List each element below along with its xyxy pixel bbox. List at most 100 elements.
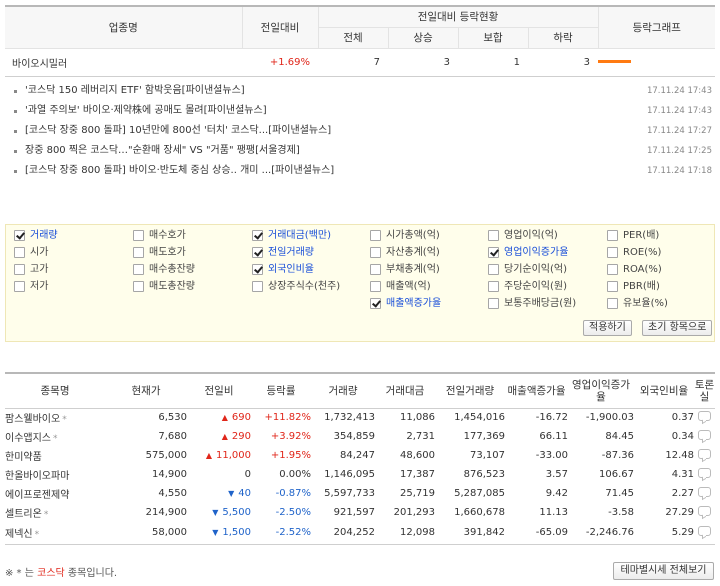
filter-checkbox[interactable] — [14, 281, 25, 292]
filter-checkbox[interactable] — [488, 298, 499, 309]
current-price: 214,900 — [145, 507, 187, 518]
filter-label[interactable]: 시가 — [30, 247, 49, 258]
filter-checkbox[interactable] — [133, 281, 144, 292]
filter-checkbox[interactable] — [607, 298, 618, 309]
news-title-link[interactable]: [코스닥 장중 800 돌파] 바이오·반도체 중심 상승.. 개미 ...[파… — [25, 165, 335, 176]
stock-name-cell: 셀트리온 * — [5, 503, 105, 522]
volume: 354,859 — [333, 431, 375, 442]
filter-checkbox[interactable] — [252, 247, 263, 258]
filter-checkbox[interactable] — [488, 264, 499, 275]
table-row: 제넥신 * 58,000 ▼ 1,500 -2.52% 204,252 12,098 391,8… — [5, 522, 715, 545]
footnote-market: 코스닥 — [37, 568, 65, 579]
stock-name-link[interactable]: 이수앱지스 — [5, 433, 51, 444]
filter-label[interactable]: PBR(배) — [623, 281, 660, 292]
change-rate: +3.92% — [270, 431, 311, 442]
column-header: 전일거래량 — [435, 372, 505, 409]
filter-label[interactable]: 저가 — [30, 281, 49, 292]
filter-label[interactable]: 시가총액(억) — [386, 230, 440, 241]
filter-label[interactable]: 유보율(%) — [623, 298, 668, 309]
filter-checkbox[interactable] — [488, 247, 499, 258]
reset-columns-button[interactable]: 초기 항목으로 — [642, 320, 713, 336]
filter-label[interactable]: 전일거래량 — [268, 247, 314, 258]
table-row: 한올바이오파마 14,900 0 0.00% 1,146,095 17,387 876,52… — [5, 465, 715, 484]
theme-view-all-button[interactable]: 테마별시세 전체보기 — [613, 562, 714, 580]
filter-label[interactable]: 매출액증가율 — [386, 298, 442, 309]
filter-checkbox[interactable] — [370, 298, 381, 309]
column-header: 매출액증가율 — [505, 372, 568, 409]
filter-checkbox[interactable] — [607, 281, 618, 292]
discussion-icon[interactable] — [698, 411, 711, 422]
kosdaq-marker: * — [62, 415, 67, 426]
discussion-icon[interactable] — [698, 526, 711, 537]
discussion-icon[interactable] — [698, 506, 711, 516]
filter-label[interactable]: 매출액(억) — [386, 281, 431, 292]
filter-checkbox[interactable] — [488, 281, 499, 292]
column-header: 거래대금 — [375, 372, 435, 409]
filter-checkbox[interactable] — [370, 264, 381, 275]
filter-label[interactable]: 매수호가 — [149, 230, 186, 241]
filter-label[interactable]: 고가 — [30, 264, 49, 275]
stock-name-link[interactable]: 한미약품 — [5, 452, 42, 463]
change-rate: -2.52% — [251, 522, 311, 545]
filter-label[interactable]: 보통주배당금(원) — [504, 298, 577, 309]
filter-checkbox[interactable] — [133, 264, 144, 275]
discussion-icon[interactable] — [698, 430, 711, 440]
filter-checkbox[interactable] — [133, 247, 144, 258]
filter-label[interactable]: 외국인비율 — [268, 264, 314, 275]
filter-label[interactable]: 주당순이익(원) — [504, 281, 568, 292]
filter-checkbox[interactable] — [14, 230, 25, 241]
filter-label[interactable]: 당기순이익(억) — [504, 264, 568, 275]
filter-checkbox[interactable] — [14, 247, 25, 258]
filter-label[interactable]: 거래대금(백만) — [268, 230, 332, 241]
column-header: 현재가 — [105, 372, 187, 409]
filter-label[interactable]: 영업이익(억) — [504, 230, 558, 241]
news-title-link[interactable]: 장중 800 찍은 코스닥…"순환매 장세" VS "거품" 팽팽[서울경제] — [25, 145, 300, 156]
news-item[interactable]: '과열 주의보' 바이오·제약株에 공매도 몰려[파이낸셜뉴스] 17.11.24… — [14, 101, 712, 121]
stock-name-link[interactable]: 팜스웰바이오 — [5, 414, 61, 426]
discussion-icon[interactable] — [698, 449, 711, 459]
news-item[interactable]: [코스닥 장중 800 돌파] 10년만에 800선 '터치' 코스닥...[파… — [14, 121, 712, 141]
filter-label[interactable]: ROA(%) — [623, 264, 662, 275]
filter-checkbox[interactable] — [252, 230, 263, 241]
discussion-icon[interactable] — [698, 468, 711, 478]
filter-checkbox[interactable] — [607, 230, 618, 241]
filter-label[interactable]: 매수총잔량 — [149, 264, 195, 275]
filter-checkbox[interactable] — [14, 264, 25, 275]
change-rate: 0.00% — [279, 469, 311, 480]
filter-checkbox[interactable] — [252, 264, 263, 275]
stock-name-link[interactable]: 한올바이오파마 — [5, 471, 70, 482]
price-diff-cell: ▲ 690 — [187, 408, 251, 427]
current-price: 14,900 — [152, 469, 187, 480]
news-item[interactable]: '코스닥 150 레버리지 ETF' 함박웃음[파이낸셜뉴스] 17.11.24 … — [14, 81, 712, 101]
news-title-link[interactable]: '과열 주의보' 바이오·제약株에 공매도 몰려[파이낸셜뉴스] — [25, 105, 267, 116]
filter-checkbox[interactable] — [370, 230, 381, 241]
filter-checkbox[interactable] — [607, 264, 618, 275]
filter-checkbox[interactable] — [133, 230, 144, 241]
filter-label[interactable]: 영업이익증가율 — [504, 247, 569, 258]
filter-checkbox[interactable] — [252, 281, 263, 292]
news-item[interactable]: 장중 800 찍은 코스닥…"순환매 장세" VS "거품" 팽팽[서울경제] 1… — [14, 141, 712, 161]
filter-checkbox[interactable] — [488, 230, 499, 241]
filter-label[interactable]: ROE(%) — [623, 247, 662, 258]
news-title-link[interactable]: [코스닥 장중 800 돌파] 10년만에 800선 '터치' 코스닥...[파… — [25, 125, 332, 136]
filter-checkbox[interactable] — [607, 247, 618, 258]
filter-label[interactable]: 매도호가 — [149, 247, 186, 258]
filter-label[interactable]: 상장주식수(천주) — [268, 281, 341, 292]
news-title-link[interactable]: '코스닥 150 레버리지 ETF' 함박웃음[파이낸셜뉴스] — [25, 85, 245, 96]
filter-label[interactable]: 자산총계(억) — [386, 247, 440, 258]
prev-volume: 1,660,678 — [454, 507, 505, 518]
news-item[interactable]: [코스닥 장중 800 돌파] 바이오·반도체 중심 상승.. 개미 ...[파… — [14, 161, 712, 181]
sales-growth: -65.09 — [505, 522, 568, 545]
filter-checkbox[interactable] — [370, 247, 381, 258]
discussion-icon[interactable] — [698, 487, 711, 497]
stock-name-link[interactable]: 에이프로젠제약 — [5, 490, 70, 501]
stock-name-link[interactable]: 제넥신 — [5, 529, 33, 541]
filter-checkbox[interactable] — [370, 281, 381, 292]
filter-label[interactable]: 거래량 — [30, 230, 58, 241]
filter-label[interactable]: 매도총잔량 — [149, 281, 195, 292]
filter-label[interactable]: PER(배) — [623, 230, 660, 241]
filter-label[interactable]: 부채총계(억) — [386, 264, 440, 275]
stock-name-link[interactable]: 셀트리온 — [5, 509, 42, 520]
change-rate: +11.82% — [264, 412, 311, 424]
apply-button[interactable]: 적용하기 — [583, 320, 632, 336]
